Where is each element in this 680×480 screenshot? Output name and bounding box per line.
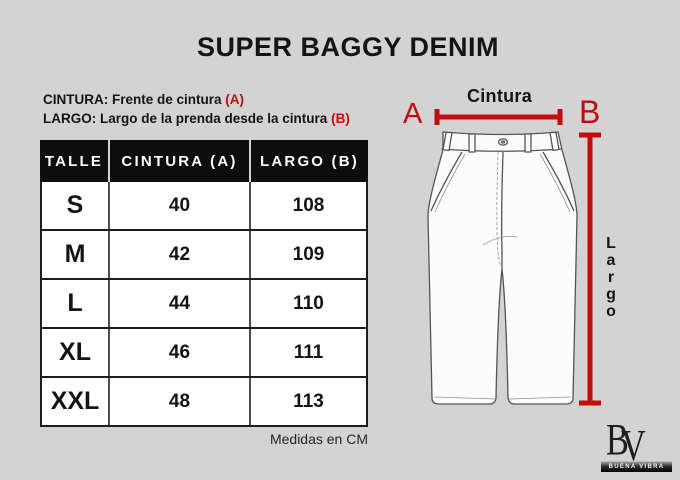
belt-loop bbox=[468, 133, 476, 153]
belt-loop bbox=[549, 131, 560, 152]
size-table: TALLE CINTURA (A) LARGO (B) S 40 108 M 4… bbox=[40, 140, 368, 427]
waistband-seam bbox=[441, 148, 562, 152]
pants-illustration bbox=[427, 109, 601, 406]
belt-loop bbox=[442, 131, 453, 152]
table-row: S 40 108 bbox=[42, 182, 366, 229]
units-note: Medidas en CM bbox=[269, 431, 368, 447]
brand-logo: B V BUENA VIBRA bbox=[600, 418, 675, 476]
point-a-label: A bbox=[403, 98, 423, 130]
hem-stitch-left bbox=[433, 396, 497, 400]
measure-lines bbox=[434, 109, 601, 406]
logo-monogram-b: B bbox=[606, 415, 629, 464]
pocket-left-stitch bbox=[434, 153, 466, 213]
pocket-right-stitch bbox=[539, 153, 571, 213]
belt-loop bbox=[524, 133, 532, 153]
col-header-talle: TALLE bbox=[40, 140, 108, 182]
logo-brand-name: BUENA VIBRA bbox=[601, 461, 672, 472]
legend-line-cintura: CINTURA: Frente de cintura (A) bbox=[43, 92, 245, 107]
table-row: L 44 110 bbox=[42, 278, 366, 327]
table-row: XXL 48 113 bbox=[42, 376, 366, 425]
point-b-label: B bbox=[579, 94, 601, 130]
crotch-crease bbox=[482, 235, 518, 246]
col-header-cintura: CINTURA (A) bbox=[110, 140, 249, 182]
ref-b: (B) bbox=[331, 111, 350, 126]
fly-stitch bbox=[496, 151, 503, 269]
fly-seam bbox=[500, 151, 504, 269]
table-row: XL 46 111 bbox=[42, 327, 366, 376]
waist-label: Cintura bbox=[466, 86, 533, 106]
measurement-diagram: Cintura A B L a r g o B V BUENA VIBRA bbox=[395, 85, 680, 480]
size-table-body: S 40 108 M 42 109 L 44 110 XL 46 111 XXL bbox=[40, 182, 368, 427]
hem-stitch-right bbox=[508, 396, 572, 400]
waist-button-center bbox=[500, 140, 506, 144]
page-title: SUPER BAGGY DENIM bbox=[196, 32, 500, 62]
size-table-header: TALLE CINTURA (A) LARGO (B) bbox=[40, 140, 368, 182]
length-label: L a r g o bbox=[606, 235, 616, 320]
pocket-left bbox=[430, 151, 463, 212]
logo-monogram-v: V bbox=[621, 421, 646, 470]
col-header-largo: LARGO (B) bbox=[251, 140, 368, 182]
pocket-right bbox=[542, 151, 575, 212]
table-row: M 42 109 bbox=[42, 229, 366, 278]
legend-line-largo: LARGO: Largo de la prenda desde la cintu… bbox=[43, 111, 350, 126]
measure-legend: CINTURA: Frente de cintura (A) LARGO: La… bbox=[43, 90, 350, 128]
ref-a: (A) bbox=[225, 92, 245, 107]
